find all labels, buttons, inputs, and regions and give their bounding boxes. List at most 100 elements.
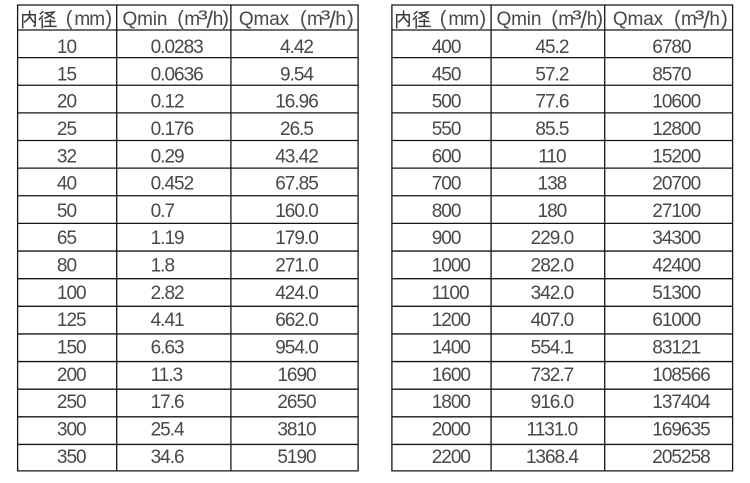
svg-text:Qmax: Qmax (239, 9, 290, 30)
svg-text:180: 180 (538, 201, 567, 222)
svg-text:0.0283: 0.0283 (151, 37, 204, 58)
svg-text:Qmin: Qmin (497, 9, 542, 30)
svg-text:/: / (703, 7, 710, 34)
svg-text:h: h (335, 9, 346, 30)
svg-text:61000: 61000 (652, 310, 700, 331)
svg-text:150: 150 (57, 338, 86, 359)
svg-text:282.0: 282.0 (531, 256, 574, 277)
svg-text:mm: mm (448, 9, 478, 30)
svg-text:1690: 1690 (277, 365, 316, 386)
svg-text:954.0: 954.0 (275, 338, 318, 359)
svg-text:205258: 205258 (652, 447, 710, 468)
svg-text:125: 125 (57, 310, 86, 331)
svg-text:732.7: 732.7 (531, 365, 574, 386)
svg-text:(: ( (551, 8, 558, 30)
svg-text:137404: 137404 (652, 392, 711, 413)
svg-text:25.4: 25.4 (151, 419, 185, 440)
svg-text:40: 40 (57, 174, 77, 195)
svg-text:): ) (347, 7, 354, 30)
svg-text:51300: 51300 (652, 283, 700, 304)
svg-text:169635: 169635 (652, 419, 710, 440)
svg-text:): ) (721, 7, 728, 30)
svg-text:271.0: 271.0 (275, 256, 318, 277)
svg-text:85.5: 85.5 (535, 119, 568, 140)
svg-text:(: ( (300, 8, 307, 30)
svg-text:(: ( (440, 8, 447, 30)
svg-text:250: 250 (57, 392, 86, 413)
svg-text:15: 15 (57, 64, 77, 85)
svg-text:1600: 1600 (432, 365, 471, 386)
svg-text:6.63: 6.63 (151, 338, 184, 359)
svg-text:1131.0: 1131.0 (527, 419, 578, 440)
svg-text:100: 100 (57, 283, 86, 304)
svg-text:/: / (329, 7, 336, 34)
svg-text:27100: 27100 (652, 201, 700, 222)
svg-text:550: 550 (432, 119, 461, 140)
svg-text:138: 138 (538, 174, 567, 195)
svg-text:77.6: 77.6 (535, 92, 568, 113)
svg-text:25: 25 (57, 119, 77, 140)
svg-text:179.0: 179.0 (275, 228, 318, 249)
svg-text:³: ³ (198, 7, 208, 31)
svg-text:³: ³ (321, 7, 331, 31)
svg-text:83121: 83121 (652, 338, 700, 359)
svg-text:42400: 42400 (652, 256, 700, 277)
svg-text:80: 80 (57, 256, 77, 277)
svg-text:m: m (184, 9, 200, 30)
svg-text:³: ³ (572, 7, 582, 31)
svg-text:424.0: 424.0 (275, 283, 318, 304)
svg-text:4.41: 4.41 (151, 310, 184, 331)
svg-text:20: 20 (57, 92, 77, 113)
svg-text:): ) (596, 7, 603, 30)
svg-text:3810: 3810 (277, 419, 316, 440)
svg-text:1100: 1100 (432, 283, 469, 304)
svg-text:mm: mm (74, 9, 104, 30)
svg-text:50: 50 (57, 201, 77, 222)
svg-text:32: 32 (57, 146, 77, 167)
svg-text:2650: 2650 (277, 392, 316, 413)
svg-text:2000: 2000 (432, 419, 471, 440)
svg-text:): ) (480, 8, 487, 30)
svg-text:h: h (587, 9, 598, 30)
svg-text:662.0: 662.0 (275, 310, 318, 331)
svg-text:): ) (222, 7, 229, 30)
svg-text:700: 700 (432, 174, 461, 195)
svg-text:17.6: 17.6 (151, 392, 184, 413)
svg-text:1368.4: 1368.4 (526, 447, 580, 468)
svg-text:1200: 1200 (432, 310, 471, 331)
svg-text:800: 800 (432, 201, 461, 222)
svg-text:34300: 34300 (652, 228, 700, 249)
svg-text:407.0: 407.0 (531, 310, 574, 331)
svg-text:Qmax: Qmax (613, 9, 664, 30)
svg-text:1000: 1000 (432, 256, 471, 277)
svg-text:57.2: 57.2 (535, 64, 568, 85)
svg-text:110: 110 (538, 146, 566, 167)
svg-text:10: 10 (57, 37, 77, 58)
svg-text:600: 600 (432, 146, 461, 167)
svg-text:1800: 1800 (432, 392, 471, 413)
svg-text:/: / (206, 7, 213, 34)
svg-text:500: 500 (432, 92, 461, 113)
svg-text:): ) (106, 8, 113, 30)
svg-text:350: 350 (57, 447, 86, 468)
svg-text:5190: 5190 (277, 447, 316, 468)
svg-text:65: 65 (57, 228, 77, 249)
svg-text:400: 400 (432, 37, 461, 58)
svg-text:67.85: 67.85 (275, 174, 318, 195)
svg-text:342.0: 342.0 (531, 283, 574, 304)
svg-text:(: ( (177, 8, 184, 30)
svg-text:34.6: 34.6 (151, 447, 184, 468)
svg-text:1.19: 1.19 (151, 228, 184, 249)
svg-text:1400: 1400 (432, 338, 471, 359)
svg-text:16.96: 16.96 (275, 92, 318, 113)
svg-text:0.7: 0.7 (151, 201, 175, 222)
svg-text:160.0: 160.0 (275, 201, 318, 222)
svg-text:229.0: 229.0 (531, 228, 574, 249)
svg-text:0.0636: 0.0636 (151, 64, 204, 85)
svg-text:916.0: 916.0 (531, 392, 574, 413)
svg-text:6780: 6780 (652, 37, 691, 58)
svg-text:0.12: 0.12 (151, 92, 184, 113)
svg-text:8570: 8570 (652, 64, 691, 85)
svg-text:450: 450 (432, 64, 461, 85)
svg-text:1.8: 1.8 (151, 256, 175, 277)
